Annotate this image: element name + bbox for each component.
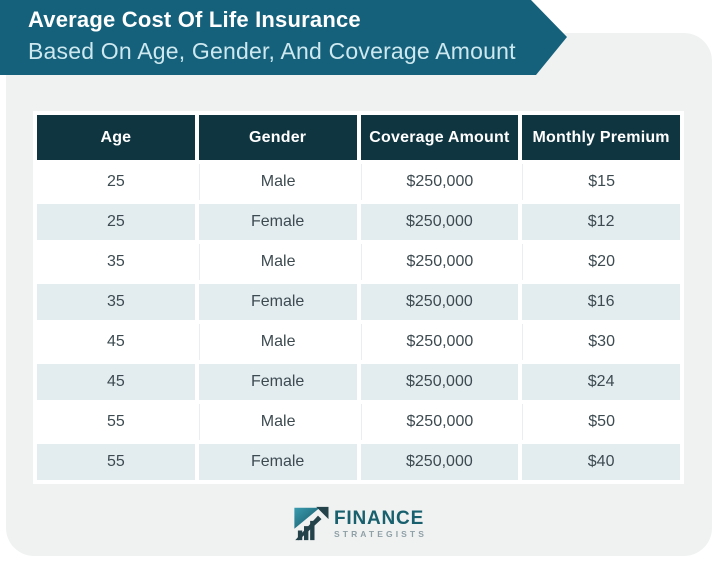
table-cell: 45 <box>37 324 195 360</box>
table-row: 35 Male $250,000 $20 <box>37 244 680 280</box>
column-header-monthly-premium: Monthly Premium <box>522 115 680 160</box>
table-row: 45 Male $250,000 $30 <box>37 324 680 360</box>
insurance-cost-table: Age Gender Coverage Amount Monthly Premi… <box>33 111 684 484</box>
table-header-row: Age Gender Coverage Amount Monthly Premi… <box>37 115 680 160</box>
table-cell: Male <box>198 164 357 200</box>
table-row: 25 Male $250,000 $15 <box>37 164 680 200</box>
table-cell: $250,000 <box>360 164 519 200</box>
table-cell: Female <box>198 204 357 240</box>
column-header-age: Age <box>37 115 195 160</box>
growth-chart-arrow-icon <box>294 506 329 541</box>
table-row: 35 Female $250,000 $16 <box>37 284 680 320</box>
table-cell: $250,000 <box>360 284 519 320</box>
table-cell: 25 <box>37 204 195 240</box>
brand-name: FINANCE <box>334 507 425 529</box>
table-row: 55 Female $250,000 $40 <box>37 444 680 480</box>
table-cell: 45 <box>37 364 195 400</box>
table-row: 55 Male $250,000 $50 <box>37 404 680 440</box>
table-cell: Female <box>198 364 357 400</box>
table-cell: $250,000 <box>360 204 519 240</box>
table-cell: $40 <box>522 444 680 480</box>
table-cell: $16 <box>522 284 680 320</box>
table-cell: $30 <box>522 324 680 360</box>
table-cell: $24 <box>522 364 680 400</box>
page-title: Average Cost Of Life Insurance <box>28 7 361 32</box>
table-cell: $12 <box>522 204 680 240</box>
finance-strategists-logo: FINANCE STRATEGISTS <box>293 506 427 541</box>
table-cell: $15 <box>522 164 680 200</box>
table-cell: Female <box>198 444 357 480</box>
table-cell: 55 <box>37 444 195 480</box>
title-banner: Average Cost Of Life Insurance Based On … <box>0 0 567 75</box>
table-cell: 25 <box>37 164 195 200</box>
table-cell: $250,000 <box>360 364 519 400</box>
brand-subname: STRATEGISTS <box>334 528 427 539</box>
table-cell: 35 <box>37 244 195 280</box>
page-subtitle: Based On Age, Gender, And Coverage Amoun… <box>28 38 516 64</box>
table-body: 25 Male $250,000 $15 25 Female $250,000 $12 35 Ma… <box>37 164 680 480</box>
table-cell: $250,000 <box>360 244 519 280</box>
table-cell: Male <box>198 244 357 280</box>
table-cell: $250,000 <box>360 324 519 360</box>
table-cell: $20 <box>522 244 680 280</box>
table-cell: $250,000 <box>360 404 519 440</box>
table-cell: Male <box>198 324 357 360</box>
table-cell: $50 <box>522 404 680 440</box>
table-row: 45 Female $250,000 $24 <box>37 364 680 400</box>
column-header-gender: Gender <box>198 115 357 160</box>
table-cell: 35 <box>37 284 195 320</box>
table-cell: 55 <box>37 404 195 440</box>
table-cell: Female <box>198 284 357 320</box>
table-row: 25 Female $250,000 $12 <box>37 204 680 240</box>
table-header: Age Gender Coverage Amount Monthly Premi… <box>37 115 680 160</box>
column-header-coverage-amount: Coverage Amount <box>360 115 519 160</box>
table-cell: $250,000 <box>360 444 519 480</box>
table-cell: Male <box>198 404 357 440</box>
